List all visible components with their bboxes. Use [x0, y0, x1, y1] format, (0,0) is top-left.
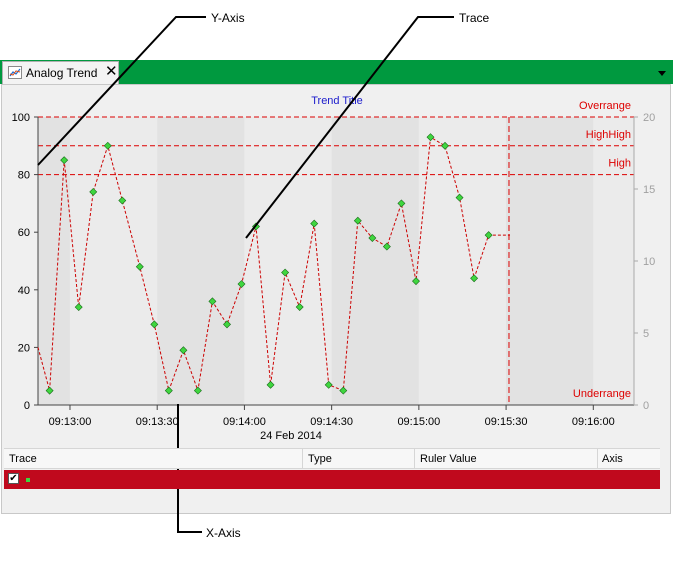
data-point — [470, 274, 479, 283]
limit-label: Underrange — [573, 388, 631, 400]
column-divider[interactable] — [597, 449, 598, 468]
y-tick-label: 80 — [18, 170, 30, 182]
column-header-ruler-value[interactable]: Ruler Value — [420, 453, 477, 465]
y2-tick-label: 20 — [643, 112, 655, 124]
data-point — [324, 380, 333, 389]
y2-tick-label: 5 — [643, 328, 649, 340]
x-tick-label: 09:16:00 — [572, 416, 615, 428]
data-point — [266, 380, 275, 389]
y2-tick-label: 15 — [643, 184, 655, 196]
x-tick-label: 09:15:00 — [397, 416, 440, 428]
y-tick-label: 0 — [24, 400, 30, 412]
x-tick-label: 09:13:30 — [136, 416, 179, 428]
column-header-type[interactable]: Type — [308, 453, 332, 465]
chart-title: Trend Title — [311, 95, 363, 107]
callout-label-trace: Trace — [459, 11, 490, 25]
data-point — [164, 386, 173, 395]
x-axis-label: 24 Feb 2014 — [260, 430, 322, 442]
y-tick-label: 60 — [18, 227, 30, 239]
limit-label: HighHigh — [586, 129, 631, 141]
data-point — [237, 280, 246, 288]
callout-label-x-axis: X-Axis — [206, 526, 241, 540]
trace-visible-checkbox[interactable]: ✔ — [8, 473, 19, 484]
x-tick-label: 09:14:30 — [310, 416, 353, 428]
time-band — [593, 117, 634, 405]
data-point — [193, 386, 202, 395]
limit-label: High — [608, 158, 631, 170]
time-band — [506, 117, 594, 405]
chevron-down-icon[interactable] — [656, 66, 668, 78]
data-point — [412, 277, 420, 286]
x-tick-label: 09:14:00 — [223, 416, 266, 428]
time-band — [157, 117, 245, 405]
table-row[interactable]: ✔ — [4, 470, 660, 489]
plot-background-bands — [38, 117, 634, 405]
time-band — [244, 117, 332, 405]
y-tick-label: 20 — [18, 342, 30, 354]
limit-label: Overrange — [579, 100, 631, 112]
x-tick-label: 09:15:30 — [485, 416, 528, 428]
data-point — [208, 297, 217, 306]
data-point — [223, 320, 231, 329]
data-point — [179, 346, 188, 355]
data-point — [74, 303, 83, 312]
data-point — [339, 386, 348, 395]
trend-chart-icon — [8, 66, 22, 79]
data-point — [455, 193, 464, 202]
data-point — [45, 386, 54, 395]
time-band — [69, 117, 158, 405]
data-point — [118, 196, 127, 205]
data-point — [150, 320, 159, 329]
y2-tick-label: 0 — [643, 400, 649, 412]
column-divider[interactable] — [302, 449, 303, 468]
data-point — [281, 268, 290, 277]
y2-tick-label: 10 — [643, 256, 655, 268]
data-point — [484, 231, 493, 240]
data-point — [382, 242, 391, 251]
x-tick-label: 09:13:00 — [49, 416, 92, 428]
column-header-trace[interactable]: Trace — [9, 453, 37, 465]
column-header-axis[interactable]: Axis — [602, 453, 623, 465]
time-band — [418, 117, 507, 405]
column-divider[interactable] — [414, 449, 415, 468]
y-tick-label: 40 — [18, 285, 30, 297]
y-tick-label: 100 — [12, 112, 30, 124]
data-point — [295, 303, 304, 312]
trace-marker-swatch — [26, 478, 30, 482]
callout-label-y-axis: Y-Axis — [211, 11, 245, 25]
data-point — [135, 262, 144, 271]
data-point — [89, 187, 98, 196]
time-band — [331, 117, 419, 405]
trace-table-header: Trace Type Ruler Value Axis — [4, 448, 660, 469]
